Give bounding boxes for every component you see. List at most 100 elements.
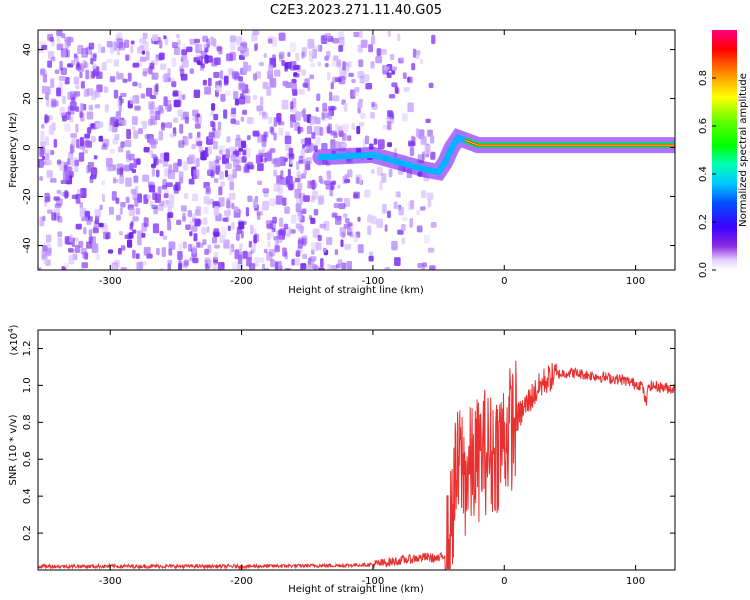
- spectrogram-cell: [245, 207, 250, 217]
- spectrogram-cell: [70, 133, 78, 138]
- spectrogram-cell: [279, 217, 284, 227]
- spectrogram-cell: [246, 257, 252, 267]
- spectrogram-cell: [149, 104, 154, 115]
- spectrogram-cell: [252, 94, 258, 100]
- spectrogram-cell: [159, 231, 164, 237]
- spectrogram-cell: [233, 205, 238, 212]
- spectrogram-cell: [194, 123, 201, 129]
- spectrogram-cell: [420, 136, 427, 145]
- spectrogram-cell: [101, 224, 109, 234]
- spectrogram-cell: [262, 112, 269, 120]
- spectrogram-cell: [69, 233, 74, 243]
- spectrogram-cell: [356, 176, 360, 184]
- spectrogram-cell: [215, 165, 220, 175]
- spectrogram-cell: [402, 72, 407, 80]
- spectrogram-cell: [244, 95, 251, 104]
- spectrogram-cell: [200, 63, 204, 71]
- spectrogram-cell: [231, 222, 235, 230]
- spectrogram-cell: [342, 61, 346, 71]
- spectrogram-cell: [204, 47, 209, 53]
- spectrogram-cell: [151, 154, 157, 159]
- spectrogram-cell: [299, 127, 304, 133]
- spectrogram-cell: [64, 123, 71, 132]
- spectrogram-cell: [264, 152, 272, 162]
- spectrogram-cell: [428, 82, 434, 89]
- spectrogram-cell: [98, 121, 104, 128]
- spectrogram-cell: [193, 169, 200, 179]
- spectrogram-cell: [157, 186, 162, 194]
- spectrogram-cell: [102, 138, 110, 147]
- spectrogram-cell: [40, 146, 46, 155]
- spectrogram-cell: [109, 148, 115, 154]
- spectrogram-cell: [407, 76, 413, 84]
- spectrogram-cell: [50, 78, 55, 88]
- spectrogram-cell: [206, 187, 210, 193]
- spectrogram-cell: [317, 44, 323, 52]
- spectrogram-cell: [178, 90, 183, 99]
- spectrogram-cell: [167, 67, 171, 76]
- spectrogram-cell: [161, 185, 168, 190]
- spectrogram-cell: [425, 118, 431, 123]
- spectrogram-cell: [58, 81, 64, 90]
- spectrogram-cell: [251, 243, 256, 253]
- spectrogram-cell: [278, 127, 284, 136]
- spectrogram-cell: [141, 50, 146, 55]
- spectrogram-cell: [75, 84, 80, 90]
- spectrogram-cell: [328, 91, 333, 101]
- spectrogram-cell: [261, 134, 267, 143]
- spectrogram-cell: [258, 257, 265, 264]
- spectrogram-cell: [326, 170, 332, 180]
- spectrogram-cell: [208, 161, 216, 171]
- spectrogram-cell: [334, 77, 342, 82]
- spectrogram-cell: [289, 60, 297, 71]
- spectrogram-cell: [169, 193, 175, 203]
- spectrogram-cell: [207, 145, 212, 155]
- spectrogram-cell: [319, 126, 324, 136]
- spectrogram-cell: [120, 245, 126, 251]
- spectrogram-cell: [167, 201, 175, 209]
- spectrogram-cell: [381, 173, 387, 183]
- spectrogram-cell: [141, 232, 146, 238]
- spectrogram-cell: [50, 98, 57, 108]
- spectrogram-cell: [115, 71, 120, 80]
- spectrogram-cell: [77, 44, 84, 55]
- spectrogram-cell: [159, 40, 163, 49]
- spectrogram-cell: [65, 111, 71, 120]
- spectrogram-cell: [129, 97, 135, 105]
- spectrogram-cell: [128, 207, 135, 217]
- spectrogram-cell: [294, 177, 301, 183]
- spectrogram-cell: [416, 209, 421, 216]
- spectrogram-cell: [343, 223, 350, 229]
- spectrogram-cell: [317, 61, 322, 67]
- spectrogram-cell: [220, 181, 225, 187]
- spectrogram-cell: [294, 188, 302, 199]
- spectrogram-cell: [384, 267, 391, 270]
- spectrogram-cell: [158, 130, 164, 141]
- spectrogram-cell: [58, 75, 66, 81]
- spectrogram-cell: [85, 46, 92, 55]
- spectrogram-cell: [181, 55, 188, 60]
- spectrogram-cell: [356, 125, 361, 135]
- spectrogram-cell: [257, 163, 264, 172]
- spectrogram-cell: [301, 51, 305, 59]
- spectrogram-cell: [149, 200, 154, 206]
- spectrogram-cell: [269, 248, 276, 257]
- spectrogram-cell: [188, 154, 195, 165]
- spectrogram-cell: [278, 51, 285, 59]
- spectrogram-cell: [98, 135, 103, 142]
- spectrogram-cell: [290, 101, 294, 110]
- spectrogram-cell: [391, 240, 398, 251]
- spectrogram-cell: [293, 257, 300, 266]
- spectrogram-cell: [247, 195, 253, 203]
- spectrogram-cell: [304, 137, 312, 147]
- spectrogram-cell: [212, 262, 218, 270]
- spectrogram-cell: [256, 211, 261, 220]
- colorbar-label: Normalized spectral amplitude: [738, 73, 749, 227]
- spectrogram-cell: [361, 113, 367, 119]
- spectrogram-cell: [133, 175, 139, 184]
- spectrogram-cell: [431, 34, 436, 45]
- spectrogram-cell: [236, 226, 242, 234]
- spectrogram-cell: [267, 232, 271, 241]
- spectrogram-cell: [397, 33, 401, 42]
